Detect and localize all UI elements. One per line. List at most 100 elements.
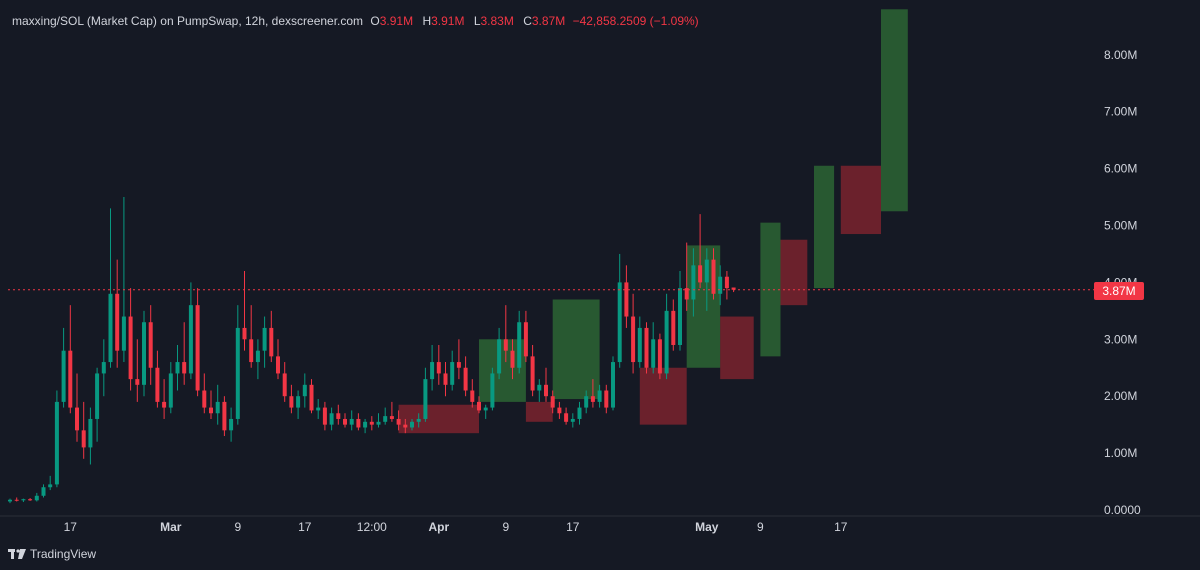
candle-body (155, 367, 160, 402)
candle (195, 288, 200, 397)
candle-body (135, 379, 140, 385)
candle (651, 322, 656, 374)
candle (148, 305, 153, 385)
legend-close: 3.87M (531, 14, 566, 28)
candle-body (54, 401, 59, 485)
candle (142, 310, 146, 397)
candle (537, 379, 542, 402)
candle (523, 310, 528, 363)
x-axis: 17 Mar 9 17 12:00 Apr 9 17 May 9 17 (64, 520, 848, 534)
candle-body (182, 362, 187, 374)
candle (564, 407, 569, 425)
legend-high: 3.91M (431, 14, 465, 28)
y-tick-label: 7.00M (1104, 105, 1137, 119)
candle-body (731, 287, 736, 290)
candle (41, 484, 46, 498)
candle-body (430, 362, 435, 380)
candle-body (436, 362, 441, 374)
candle (75, 373, 79, 442)
legend-open-key: O (370, 14, 380, 28)
x-tick-label: 17 (64, 520, 78, 534)
candle-body (276, 356, 280, 374)
x-tick-label: Apr (428, 520, 449, 534)
candle-body (530, 356, 535, 391)
candle (517, 310, 522, 374)
candle-body (369, 421, 374, 425)
last-price-tag: 3.87M (1094, 282, 1144, 300)
tradingview-logo[interactable]: TradingView (8, 547, 96, 561)
candle-body (41, 487, 46, 496)
candle-body (704, 259, 709, 283)
candle (577, 401, 582, 425)
candle (202, 373, 207, 414)
candle (456, 339, 461, 380)
candle-body (222, 401, 227, 431)
candle-body (175, 362, 180, 374)
candle-body (691, 265, 696, 300)
candle (396, 410, 401, 431)
candle-body (389, 416, 394, 419)
candle (363, 418, 368, 434)
candle-body (121, 316, 126, 351)
candle (503, 305, 508, 363)
candle-body (657, 339, 662, 374)
x-tick-label: 17 (566, 520, 580, 534)
candle-body (235, 327, 240, 419)
candle-body (470, 390, 475, 402)
candle-body (302, 384, 307, 397)
candle (336, 404, 341, 425)
candle-body (557, 407, 562, 414)
candle (416, 413, 421, 428)
candle-body (48, 484, 53, 488)
candle (617, 253, 622, 368)
candle (215, 384, 220, 425)
candle (242, 271, 247, 351)
candle-body (597, 390, 602, 402)
candle-body (88, 418, 93, 448)
candle-body (269, 327, 274, 357)
candle-body (215, 401, 220, 414)
candle-body (309, 384, 314, 411)
candle-body (584, 396, 589, 408)
candle (704, 248, 709, 311)
candle (530, 344, 535, 397)
candle-body (684, 288, 689, 300)
candle (443, 362, 448, 397)
candle (604, 384, 609, 414)
candle-body (678, 288, 682, 345)
candle (34, 492, 39, 502)
candle (410, 418, 414, 431)
candle (162, 379, 167, 419)
x-tick-label: 12:00 (357, 520, 387, 534)
candle-body (423, 379, 428, 419)
candle-body (544, 384, 548, 397)
candle (671, 299, 676, 351)
candle-body (590, 396, 595, 402)
candle-body (577, 407, 582, 419)
x-tick-label: Mar (160, 520, 182, 534)
candle-body (416, 418, 421, 422)
zone-green-9 (814, 165, 835, 289)
x-tick-label: May (695, 520, 719, 534)
candle (684, 242, 689, 311)
candle-body (142, 322, 146, 385)
candle-body (510, 350, 515, 368)
candle (276, 339, 280, 380)
candle-body (289, 396, 294, 408)
candle (497, 327, 502, 380)
candle-body (148, 322, 153, 368)
candle-body (168, 373, 173, 408)
candle (121, 197, 126, 363)
candle (128, 288, 133, 391)
candle-body (21, 499, 26, 501)
candle-body (229, 418, 234, 431)
candle-body (28, 499, 33, 501)
candle (584, 390, 589, 414)
candle (570, 413, 575, 428)
candle-body (490, 373, 495, 408)
candle (168, 362, 173, 414)
candle (28, 498, 33, 501)
candle (296, 390, 301, 419)
candle (349, 410, 354, 431)
